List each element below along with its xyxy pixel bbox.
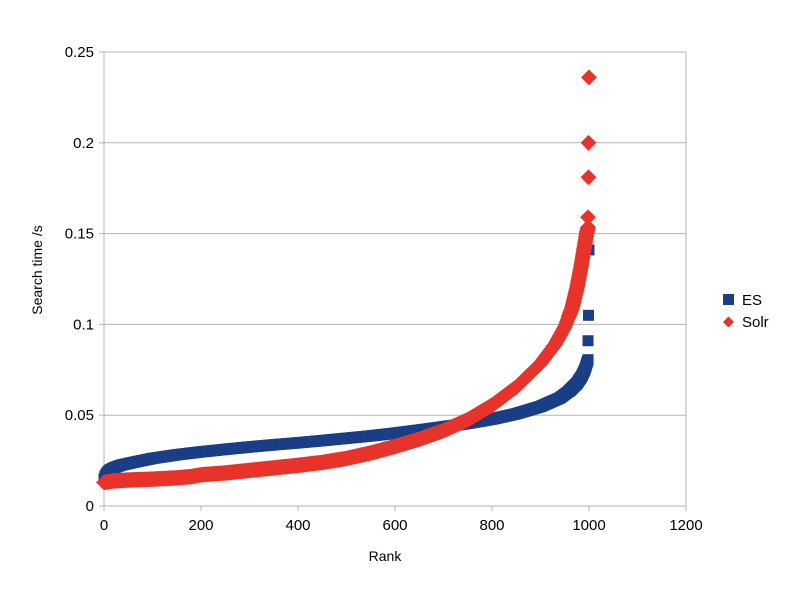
data-point <box>580 209 596 226</box>
x-tick-label: 800 <box>479 517 504 534</box>
x-axis-title: Rank <box>369 548 403 564</box>
legend-label-es: ES <box>742 292 762 309</box>
x-tick-labels: 0 200 400 600 800 1000 1200 <box>100 517 703 534</box>
data-point <box>582 335 594 347</box>
legend-marker-solr <box>723 316 734 328</box>
x-tick-label: 0 <box>100 517 108 534</box>
x-tick-label: 1200 <box>669 517 702 534</box>
legend-marker-es <box>723 294 734 305</box>
series-solr <box>96 69 597 491</box>
y-tick-label: 0 <box>86 498 94 515</box>
y-tick-label: 0.2 <box>73 135 94 152</box>
gridlines <box>104 51 686 416</box>
y-tick-label: 0.1 <box>73 316 94 333</box>
x-tick-label: 200 <box>188 517 213 534</box>
data-point <box>581 69 597 86</box>
data-series <box>96 69 597 491</box>
data-point <box>583 309 595 321</box>
y-tick-label: 0.25 <box>65 44 94 61</box>
x-tick-label: 400 <box>285 517 310 534</box>
legend-label-solr: Solr <box>742 314 769 331</box>
data-point <box>580 169 597 186</box>
data-point <box>582 354 594 366</box>
data-point <box>580 219 596 236</box>
y-axis-title: Search time /s <box>29 225 45 314</box>
y-tick-labels: 0 0.05 0.1 0.15 0.2 0.25 <box>65 44 94 515</box>
x-tick-label: 600 <box>382 517 407 534</box>
series-es <box>98 244 595 485</box>
legend: ES Solr <box>723 292 769 331</box>
y-tick-label: 0.15 <box>65 226 94 243</box>
data-point <box>580 134 597 151</box>
x-tick-label: 1000 <box>572 517 605 534</box>
y-tick-label: 0.05 <box>65 407 94 424</box>
axes <box>99 51 687 511</box>
